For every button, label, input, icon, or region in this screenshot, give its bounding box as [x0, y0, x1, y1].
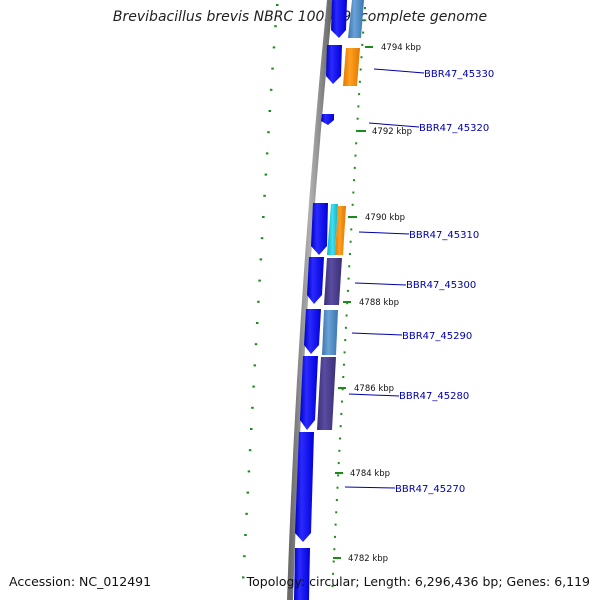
position-marker: 4788 kbp — [359, 298, 399, 308]
position-marker: 4792 kbp — [372, 127, 412, 137]
position-marker: 4784 kbp — [350, 469, 390, 479]
map-title: Brevibacillus brevis NBRC 100599, comple… — [112, 9, 488, 25]
gene-label[interactable]: BBR47_45280 — [399, 391, 469, 402]
inner-strand-genes — [294, 0, 347, 600]
gene-arrow — [321, 114, 334, 125]
gene-feature — [322, 310, 338, 355]
inner-tick-marks — [241, 4, 279, 579]
position-markers: 4794 kbp 4792 kbp 4790 kbp 4788 kbp 4786… — [333, 43, 421, 564]
gene-arrow — [304, 309, 321, 354]
gene-feature — [327, 204, 338, 255]
gene-label[interactable]: BBR47_45320 — [419, 123, 489, 134]
gene-arrow — [294, 548, 310, 600]
gene-feature — [324, 258, 342, 305]
gene-label[interactable]: BBR47_45270 — [395, 484, 465, 495]
outer-strand-genes — [317, 0, 364, 430]
position-marker: 4782 kbp — [348, 554, 388, 564]
gene-arrow — [300, 356, 318, 430]
position-marker: 4786 kbp — [354, 384, 394, 394]
topology-label: Topology: circular; Length: 6,296,436 bp… — [246, 574, 590, 589]
gene-label[interactable]: BBR47_45330 — [424, 69, 494, 80]
gene-arrow — [307, 257, 324, 304]
genome-backbone — [287, 0, 333, 600]
position-marker: 4790 kbp — [365, 213, 405, 223]
gene-feature — [348, 0, 364, 38]
gene-feature — [335, 206, 346, 255]
gene-labels: BBR47_45330 BBR47_45320 BBR47_45310 BBR4… — [344, 68, 494, 495]
gene-label[interactable]: BBR47_45300 — [406, 280, 476, 291]
gene-arrow — [295, 432, 314, 542]
accession-label: Accession: NC_012491 — [9, 574, 152, 589]
gene-arrow — [326, 45, 342, 84]
gene-label[interactable]: BBR47_45310 — [409, 230, 479, 241]
gene-feature — [343, 48, 360, 86]
gene-feature — [317, 357, 336, 430]
gene-label[interactable]: BBR47_45290 — [402, 331, 472, 342]
gene-arrow — [331, 0, 347, 38]
gene-arrow — [311, 203, 328, 255]
position-marker: 4794 kbp — [381, 43, 421, 53]
